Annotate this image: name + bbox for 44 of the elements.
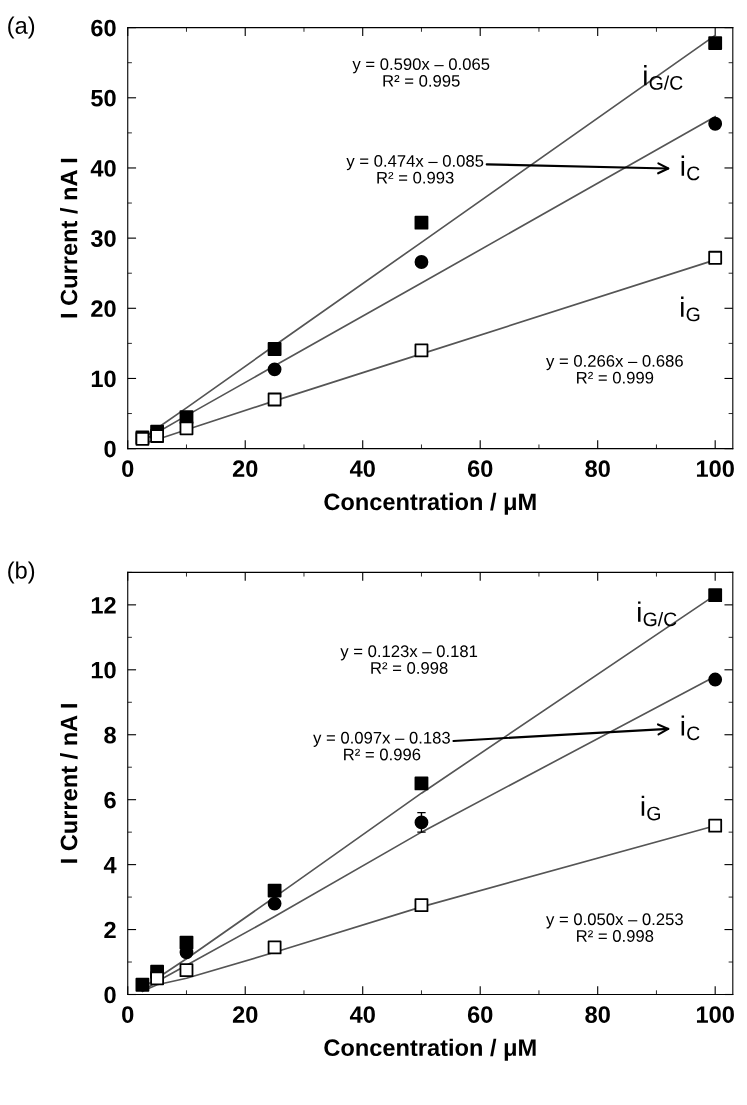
x-tick-label: 80 xyxy=(585,460,610,478)
x-tick-label: 20 xyxy=(232,460,258,478)
annotation: y = 0.590x – 0.065 R² = 0.995 xyxy=(352,58,490,87)
x-tick-label: 0 xyxy=(122,1006,134,1023)
x-tick-label: 0 xyxy=(122,460,134,478)
y-tick-label: 0 xyxy=(104,986,116,1004)
x-tick-label: 80 xyxy=(585,1006,610,1023)
x-tick-label: 40 xyxy=(349,1006,375,1023)
x-tick-label: 60 xyxy=(467,460,493,478)
annotation: y = 0.050x – 0.253 R² = 0.998 xyxy=(546,913,683,942)
chart-title: (a) xyxy=(8,16,35,39)
annotation: y = 0.123x – 0.181 R² = 0.998 xyxy=(340,645,478,674)
x-axis-title: Concentration / μM xyxy=(324,492,536,515)
x-tick-label: 20 xyxy=(232,1006,258,1023)
y-tick-label: 20 xyxy=(91,300,116,318)
x-tick-label: 100 xyxy=(696,1006,734,1023)
y-tick-label: 10 xyxy=(91,370,116,388)
annotation: i$_{G/C}$ xyxy=(644,65,683,90)
annotation: y = 0.097x – 0.183 R² = 0.996 xyxy=(313,731,450,761)
y-tick-label: 2 xyxy=(104,921,116,939)
chart-title: (b) xyxy=(8,561,35,584)
x-tick-label: 100 xyxy=(696,460,734,478)
y-tick-label: 10 xyxy=(91,661,116,679)
x-tick-label: 40 xyxy=(349,460,375,478)
y-tick-label: 40 xyxy=(90,160,116,177)
annotation: i$_{C}$ xyxy=(681,155,700,181)
y-tick-label: 12 xyxy=(91,596,116,614)
annotation: i$_{G}$ xyxy=(641,795,660,821)
y-tick-label: 0 xyxy=(104,440,116,458)
y-tick-label: 8 xyxy=(104,726,116,744)
y-tick-label: 30 xyxy=(90,230,116,247)
annotation: y = 0.266x – 0.686 R² = 0.999 xyxy=(546,355,683,384)
annotation: i$_{G}$ xyxy=(681,296,700,322)
annotation: i$_{C}$ xyxy=(681,715,700,741)
annotation: i$_{G/C}$ xyxy=(638,601,677,627)
y-axis-title: I Current / nA I xyxy=(60,158,78,318)
y-tick-label: 60 xyxy=(91,19,116,37)
y-tick-label: 6 xyxy=(104,791,116,809)
annotation: y = 0.474x – 0.085 R² = 0.993 xyxy=(346,155,484,184)
x-tick-label: 60 xyxy=(467,1006,493,1023)
x-axis-title: Concentration / μM xyxy=(324,1038,536,1061)
y-tick-label: 50 xyxy=(91,89,116,107)
y-axis-title: I Current / nA I xyxy=(60,704,78,863)
y-tick-label: 4 xyxy=(103,856,117,874)
